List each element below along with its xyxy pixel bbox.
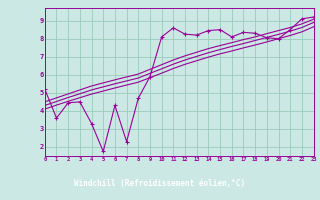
Text: Windchill (Refroidissement éolien,°C): Windchill (Refroidissement éolien,°C) <box>75 179 245 188</box>
